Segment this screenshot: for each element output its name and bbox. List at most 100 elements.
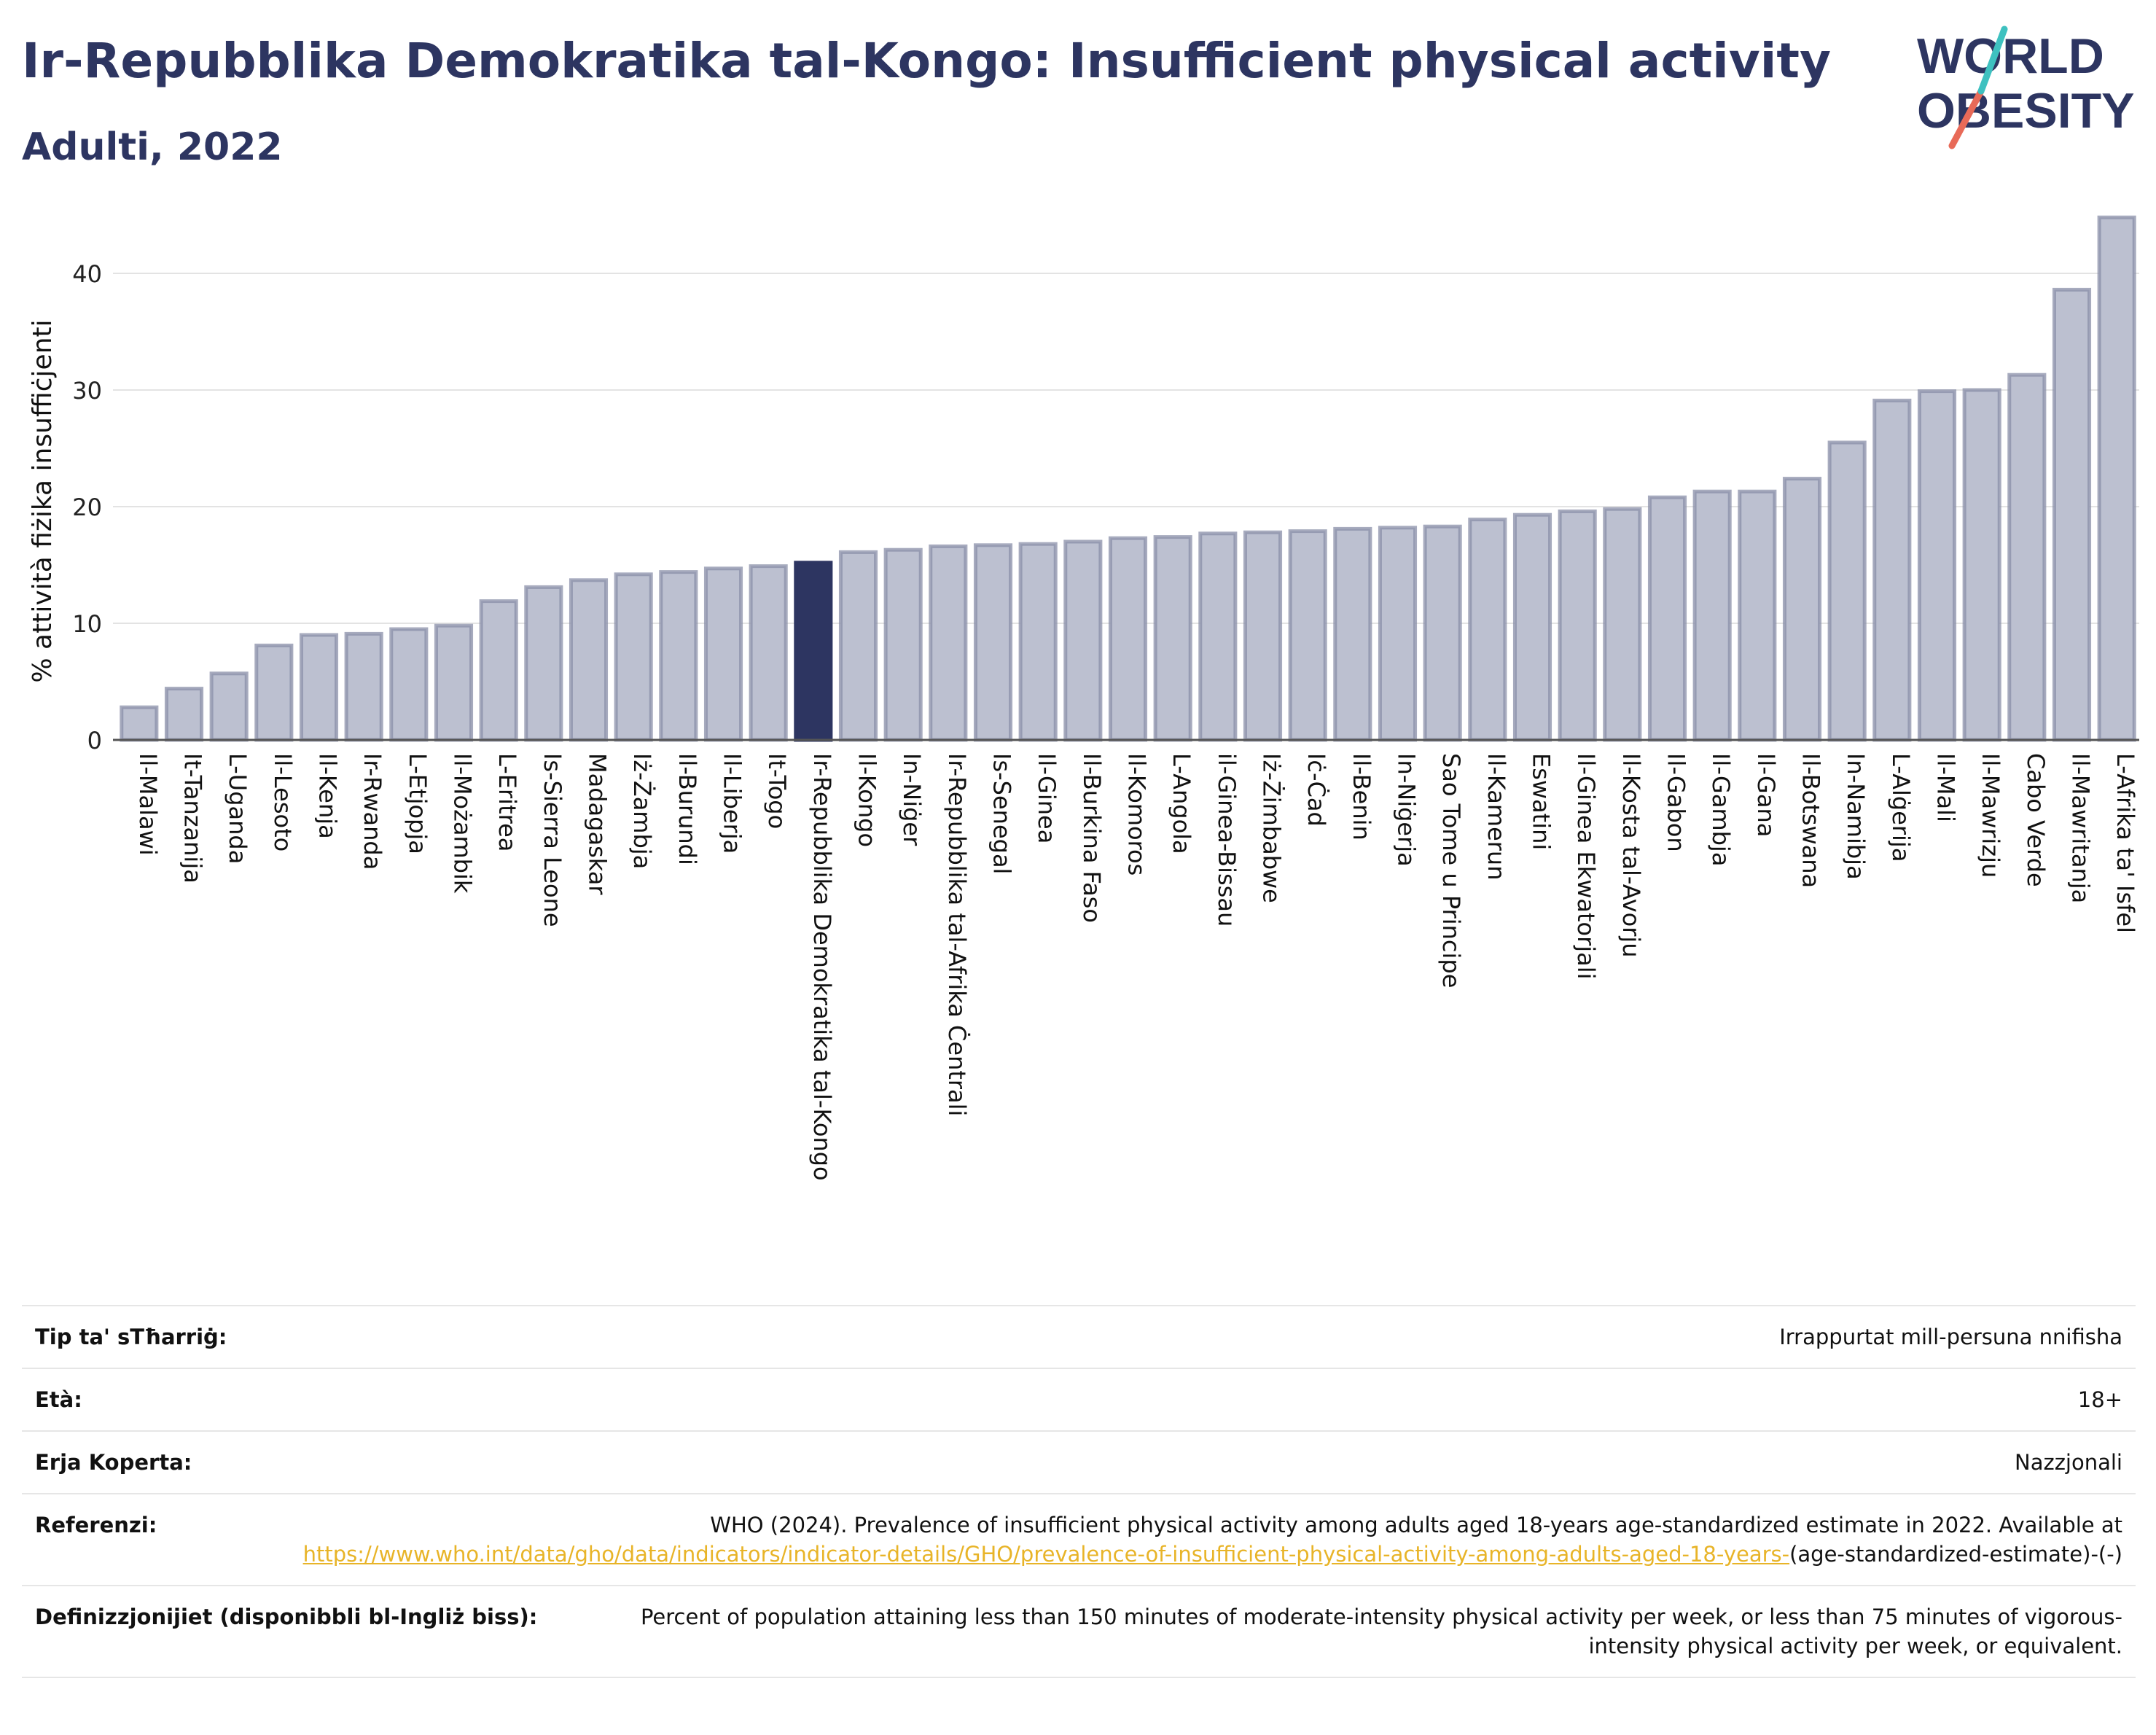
y-tick-label: 0 [87, 727, 102, 755]
bar[interactable] [1512, 512, 1552, 742]
x-tick-label: Ir-Repubblika Demokratika tal-Kongo [808, 753, 836, 1181]
bar[interactable] [2052, 287, 2092, 742]
bar[interactable] [883, 547, 923, 742]
bar[interactable] [479, 599, 518, 742]
x-tick-label: L-Uganda [224, 753, 251, 864]
x-tick-label: Il-Ginea Ekwatorjali [1572, 753, 1600, 980]
x-tick-label: Il-Kongo [854, 753, 881, 847]
bar[interactable] [749, 564, 788, 742]
x-tick-label: Is-Senegal [988, 753, 1016, 874]
x-tick-label: Il-Mawritanja [2067, 753, 2095, 903]
logo-word-obesity: OBESITY [1917, 83, 2135, 139]
x-axis-labels: Il-Malawi It-Tanzanija L-Uganda Il-Lesoto Il… [134, 753, 2139, 1181]
x-tick-label: Il-Ginea [1033, 753, 1061, 843]
bar[interactable] [1647, 495, 1687, 742]
bar[interactable] [524, 585, 563, 742]
metadata-row: Definizzjonijiet (disponibbli bl-Ingliż … [22, 1585, 2136, 1678]
logo-slash-red [1948, 87, 1985, 149]
bar[interactable] [120, 705, 159, 742]
chart-title: Ir-Repubblika Demokratika tal-Kongo: Ins… [22, 33, 1831, 89]
bar[interactable] [569, 578, 609, 742]
bar[interactable] [434, 623, 474, 742]
bar[interactable] [1468, 518, 1507, 742]
bar[interactable] [1108, 536, 1148, 742]
metadata-key: Erja Koperta: [35, 1450, 192, 1475]
y-tick-label: 10 [72, 610, 102, 638]
x-tick-label: Il-Komoros [1123, 753, 1151, 876]
x-tick-label: Il-Liberja [719, 753, 746, 854]
x-tick-label: Il-Malawi [134, 753, 162, 856]
bar[interactable] [1333, 526, 1372, 742]
bar[interactable] [1603, 507, 1642, 742]
metadata-value: Percent of population attaining less tha… [640, 1605, 2122, 1658]
x-tick-label: Il-Mawrizju [1977, 753, 2004, 878]
x-tick-label: Eswatini [1528, 753, 1555, 850]
bar[interactable] [344, 631, 383, 742]
x-tick-label: Il-Gambja [1707, 753, 1735, 866]
bar[interactable] [389, 627, 429, 742]
bar[interactable] [164, 687, 204, 742]
bar[interactable] [1782, 477, 1822, 742]
bar[interactable] [209, 671, 249, 742]
bar[interactable] [1243, 530, 1283, 742]
bar[interactable] [1063, 539, 1103, 742]
x-tick-label: Il-Możambik [449, 753, 477, 894]
bar[interactable] [973, 543, 1013, 742]
bar[interactable] [1558, 509, 1597, 742]
bar[interactable] [1872, 398, 1912, 742]
metadata-table: Tip ta' sTħarriġ: Irrappurtat mill-persun… [22, 1305, 2136, 1678]
bar[interactable] [929, 544, 968, 742]
bar[interactable] [614, 572, 653, 742]
metadata-value: 18+ [2077, 1387, 2122, 1412]
y-tick-label: 20 [72, 494, 102, 521]
metadata-key: Definizzjonijiet (disponibbli bl-Ingliż … [35, 1605, 538, 1629]
x-tick-label: Il-Kosta tal-Avorju [1617, 753, 1645, 958]
bar[interactable] [1018, 542, 1058, 742]
metadata-key: Tip ta' sTħarriġ: [35, 1325, 227, 1349]
bar[interactable] [299, 633, 339, 742]
bar[interactable] [794, 561, 833, 742]
logo-word-world: WORLD [1917, 28, 2104, 84]
reference-link[interactable]: https://www.who.int/data/gho/data/indica… [302, 1542, 1790, 1567]
x-tick-label: Is-Sierra Leone [539, 753, 566, 927]
x-tick-label: Madagaskar [584, 753, 612, 895]
x-tick-label: Sao Tome u Principe [1437, 753, 1465, 988]
bar[interactable] [2007, 373, 2047, 742]
bar[interactable] [1692, 489, 1732, 742]
metadata-value: Nazzjonali [2015, 1450, 2122, 1475]
metadata-key: Età: [35, 1387, 82, 1412]
bar[interactable] [1153, 535, 1192, 742]
bar[interactable] [1198, 531, 1238, 742]
x-tick-label: In-Namibja [1842, 753, 1870, 880]
bar[interactable] [1738, 489, 1777, 742]
x-tick-label: It-Togo [763, 753, 791, 829]
x-tick-label: il-Ginea-Bissau [1213, 753, 1241, 927]
x-tick-label: Il-Gabon [1663, 753, 1690, 852]
metadata-value: WHO (2024). Prevalence of insufficient p… [302, 1513, 2122, 1567]
bar[interactable] [1962, 388, 2001, 742]
bars [120, 215, 2136, 742]
bar[interactable] [1827, 440, 1867, 742]
x-tick-label: Il-Gana [1752, 753, 1780, 837]
bar[interactable] [1917, 389, 1957, 742]
bar[interactable] [1423, 524, 1462, 742]
bar[interactable] [703, 566, 743, 742]
bar[interactable] [838, 550, 878, 742]
x-tick-label: L-Afrika ta' Isfel [2112, 753, 2139, 933]
bar[interactable] [659, 570, 698, 742]
y-tick-label: 40 [72, 260, 102, 288]
x-tick-label: Il-Lesoto [269, 753, 297, 851]
x-tick-label: L-Angola [1168, 753, 1195, 854]
x-tick-label: L-Etjopja [404, 753, 431, 854]
y-axis-label: % attività fiżika insuffiċjenti [28, 319, 58, 682]
bar[interactable] [1378, 526, 1418, 742]
bar[interactable] [2097, 215, 2136, 742]
x-tick-label: In-Niġerja [1393, 753, 1421, 867]
bar[interactable] [254, 643, 294, 742]
x-tick-label: Il-Burkina Faso [1078, 753, 1106, 923]
metadata-row: Età: 18+ [22, 1368, 2136, 1430]
y-tick-label: 30 [72, 377, 102, 405]
logo-slash-teal [1977, 26, 2008, 95]
bar[interactable] [1288, 529, 1327, 742]
